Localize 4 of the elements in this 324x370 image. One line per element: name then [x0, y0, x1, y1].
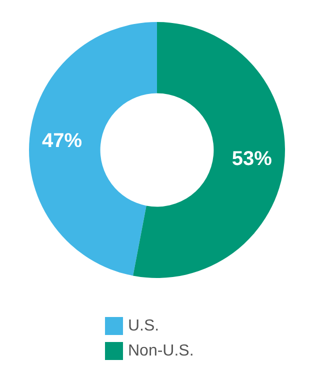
data-label: 53%	[232, 148, 272, 170]
data-label: 47%	[42, 130, 82, 152]
legend-label: U.S.	[128, 318, 160, 334]
legend-label: Non-U.S.	[128, 342, 194, 360]
